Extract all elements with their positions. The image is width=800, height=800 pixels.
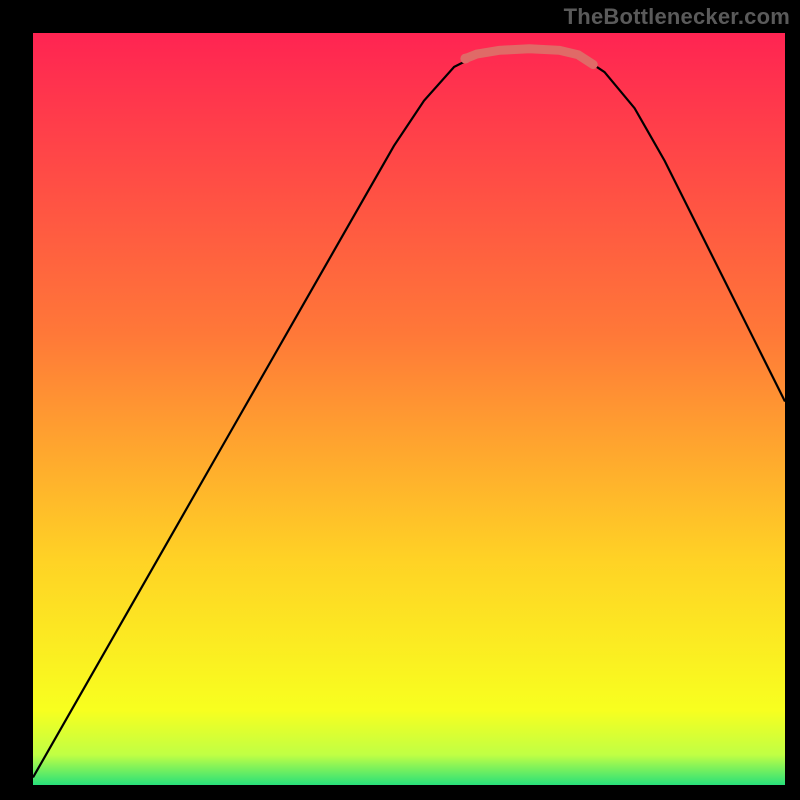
optimal-range-start-marker xyxy=(460,54,470,64)
bottleneck-curve xyxy=(33,50,785,778)
bottleneck-chart xyxy=(33,33,785,785)
watermark-text: TheBottlenecker.com xyxy=(564,4,790,30)
optimal-range-highlight xyxy=(465,49,593,65)
chart-svg xyxy=(33,33,785,785)
